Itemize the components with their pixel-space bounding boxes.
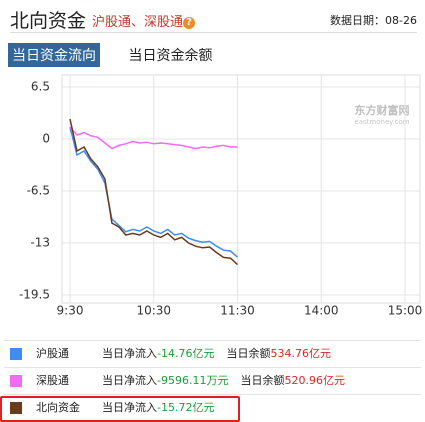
title: 北向资金 xyxy=(10,10,87,32)
balance-label: 当日余额 xyxy=(226,347,271,360)
header: 北向资金 沪股通、深股通? 数据日期：08-26 xyxy=(10,4,417,33)
legend-row[interactable]: 沪股通 当日净流入-14.76亿元 当日余额534.76亿元 xyxy=(4,340,421,367)
y-tick-label: -6.5 xyxy=(27,184,50,198)
legend-info: 当日净流入-9596.11万元 当日余额520.96亿元 xyxy=(102,368,345,394)
series-line xyxy=(69,118,239,266)
date: 数据日期：08-26 xyxy=(330,12,417,28)
net-label: 当日净流入 xyxy=(102,347,157,360)
legend-row[interactable]: 深股通 当日净流入-9596.11万元 当日余额520.96亿元 xyxy=(4,367,421,394)
net-label: 当日净流入 xyxy=(102,401,157,414)
legend-swatch xyxy=(10,375,22,387)
series-line xyxy=(69,126,238,150)
legend-name: 沪股通 xyxy=(36,347,69,360)
subtitle: 沪股通、深股通? xyxy=(92,11,196,30)
legend: 沪股通 当日净流入-14.76亿元 当日余额534.76亿元 深股通 当日净流入-959… xyxy=(4,340,421,421)
legend-row[interactable]: 北向资金 当日净流入-15.72亿元 xyxy=(4,394,421,421)
net-label: 当日净流入 xyxy=(102,374,157,387)
legend-name: 北向资金 xyxy=(36,401,80,414)
x-tick-label: 15:00 xyxy=(388,304,423,318)
y-tick-label: -13 xyxy=(30,236,50,250)
tabs: 当日资金流向 当日资金余额 xyxy=(8,43,236,67)
legend-info: 当日净流入-14.76亿元 当日余额534.76亿元 xyxy=(102,341,331,367)
balance-value: 520.96亿元 xyxy=(284,374,345,387)
net-value: -14.76亿元 xyxy=(157,347,215,360)
x-tick-label: 9:30 xyxy=(57,304,84,318)
net-value: -15.72亿元 xyxy=(157,401,215,414)
watermark-sub: eastmoney.com xyxy=(354,118,409,126)
x-tick-label: 11:30 xyxy=(220,304,255,318)
plot-frame xyxy=(61,74,421,304)
balance-label: 当日余额 xyxy=(240,374,285,387)
x-tick-label: 14:00 xyxy=(304,304,339,318)
tab[interactable]: 当日资金余额 xyxy=(128,48,213,64)
watermark: 东方财富网 xyxy=(355,103,410,117)
y-tick-label: 6.5 xyxy=(31,80,50,94)
y-tick-label: 0 xyxy=(42,132,50,146)
subtitle-text: 沪股通、深股通 xyxy=(92,15,184,30)
net-value: -9596.11万元 xyxy=(157,374,229,387)
series-line xyxy=(69,126,238,258)
x-tick-label: 10:30 xyxy=(136,304,171,318)
y-tick-label: -19.5 xyxy=(19,288,50,302)
legend-info: 当日净流入-15.72亿元 xyxy=(102,395,214,421)
legend-swatch xyxy=(10,348,22,360)
legend-swatch xyxy=(10,402,22,414)
highlight-box xyxy=(0,396,240,422)
date-label: 数据日期： xyxy=(330,14,386,27)
tab[interactable]: 当日资金流向 xyxy=(8,43,100,67)
balance-value: 534.76亿元 xyxy=(270,347,331,360)
chart: 东方财富网 eastmoney.com 6.5 0 -6.5 -13 -19.5 9:30… xyxy=(19,74,423,318)
legend-name: 深股通 xyxy=(36,374,69,387)
help-icon[interactable]: ? xyxy=(183,17,196,29)
date-value: 08-26 xyxy=(385,14,417,27)
